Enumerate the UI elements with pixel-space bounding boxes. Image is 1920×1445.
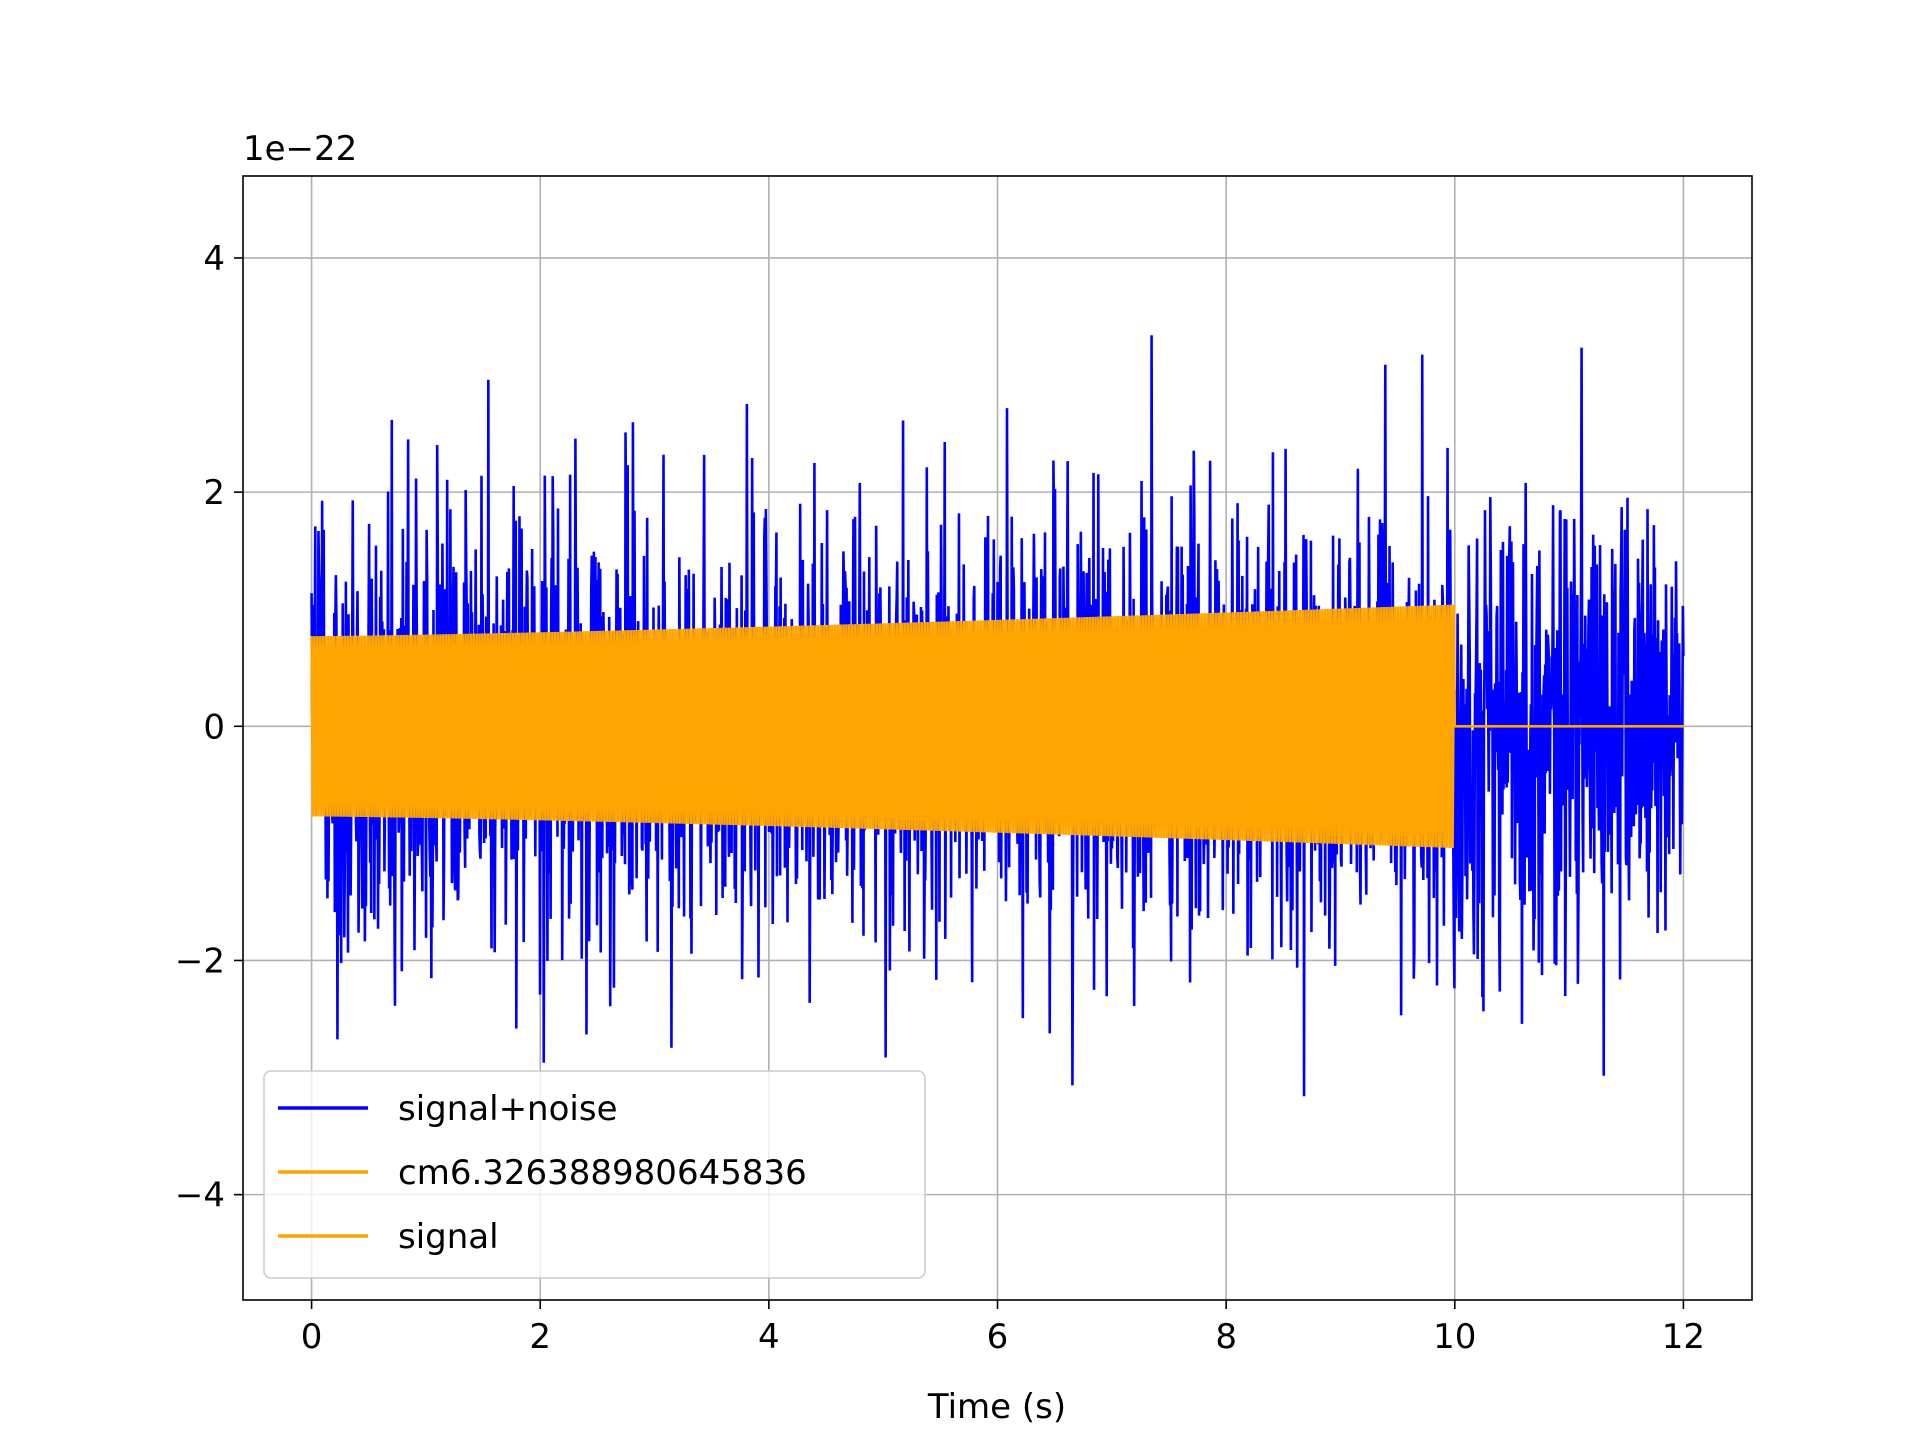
x-tick-label: 6 [987, 1317, 1009, 1357]
y-offset-label: 1e−22 [243, 129, 357, 169]
legend: signal+noise cm6.326388980645836 signal [263, 1070, 926, 1279]
legend-label: signal+noise [398, 1089, 618, 1129]
x-tick-label: 2 [529, 1317, 551, 1357]
x-tick-label: 10 [1433, 1317, 1476, 1357]
legend-label: signal [398, 1217, 499, 1257]
legend-label: cm6.326388980645836 [398, 1153, 807, 1193]
y-axis: −4 −2 0 2 4 [175, 239, 243, 1216]
y-tick-label: −4 [175, 1176, 225, 1216]
series-line-signal-noise [310, 335, 1685, 1097]
x-axis: 0 2 4 6 8 10 12 [301, 1300, 1705, 1357]
y-tick-label: 4 [203, 239, 225, 279]
legend-box [263, 1070, 926, 1279]
x-tick-label: 4 [758, 1317, 780, 1357]
x-tick-label: 0 [301, 1317, 323, 1357]
y-tick-label: 0 [203, 707, 225, 747]
series-line-signal [310, 604, 1684, 848]
x-axis-label: Time (s) [927, 1387, 1066, 1427]
y-tick-label: 2 [203, 473, 225, 513]
x-tick-label: 12 [1662, 1317, 1705, 1357]
y-tick-label: −2 [175, 941, 225, 981]
x-tick-label: 8 [1215, 1317, 1237, 1357]
series-layer [310, 335, 1685, 1097]
